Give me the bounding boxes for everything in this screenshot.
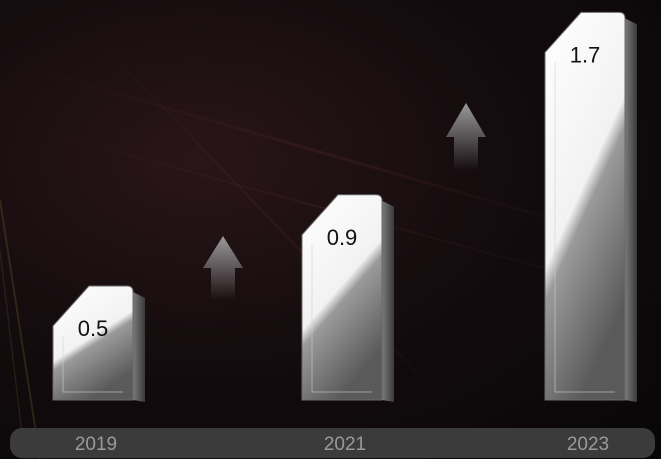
bar-2019: 0.5 <box>52 285 145 402</box>
x-tick-label-2019: 2019 <box>75 434 117 455</box>
bar-side-2023 <box>625 18 637 403</box>
bar-bevel-2021 <box>311 244 372 393</box>
bar-bevel-2023 <box>554 62 615 393</box>
x-axis-ticks: 2019 2021 2023 <box>75 434 609 455</box>
bar-face-2019 <box>52 285 134 401</box>
data-label-2023: 1.7 <box>570 42 601 67</box>
bar-2021: 0.9 <box>301 194 394 402</box>
bar-face-2021 <box>301 194 383 401</box>
growth-arrow-2 <box>446 103 486 170</box>
bar-side-2021 <box>382 200 394 402</box>
bar-face-2023 <box>544 11 626 401</box>
x-tick-label-2023: 2023 <box>567 434 609 455</box>
bar-side-2019 <box>133 292 145 402</box>
bars-group: 0.5 0.9 1.7 <box>52 11 637 403</box>
x-tick-label-2021: 2021 <box>324 434 366 455</box>
bar-bevel-2019 <box>62 335 123 393</box>
bar-2023: 1.7 <box>544 11 637 403</box>
data-label-2019: 0.5 <box>78 316 109 341</box>
growth-arrow-1 <box>203 236 243 300</box>
x-axis-band <box>10 428 655 458</box>
data-label-2021: 0.9 <box>327 225 358 250</box>
